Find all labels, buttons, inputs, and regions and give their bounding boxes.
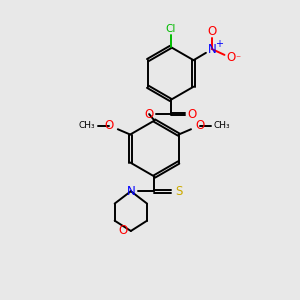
Text: CH₃: CH₃ (78, 121, 95, 130)
Text: CH₃: CH₃ (214, 121, 230, 130)
Text: Cl: Cl (165, 24, 176, 34)
Text: O: O (226, 51, 236, 64)
Text: O: O (118, 224, 127, 238)
Text: S: S (175, 185, 182, 198)
Text: O: O (188, 108, 197, 121)
Text: N: N (127, 185, 135, 198)
Text: O: O (145, 108, 154, 121)
Text: +: + (215, 39, 223, 49)
Text: O: O (104, 119, 114, 132)
Text: ⁻: ⁻ (236, 55, 241, 64)
Text: O: O (195, 119, 205, 132)
Text: N: N (207, 43, 216, 56)
Text: O: O (207, 25, 216, 38)
